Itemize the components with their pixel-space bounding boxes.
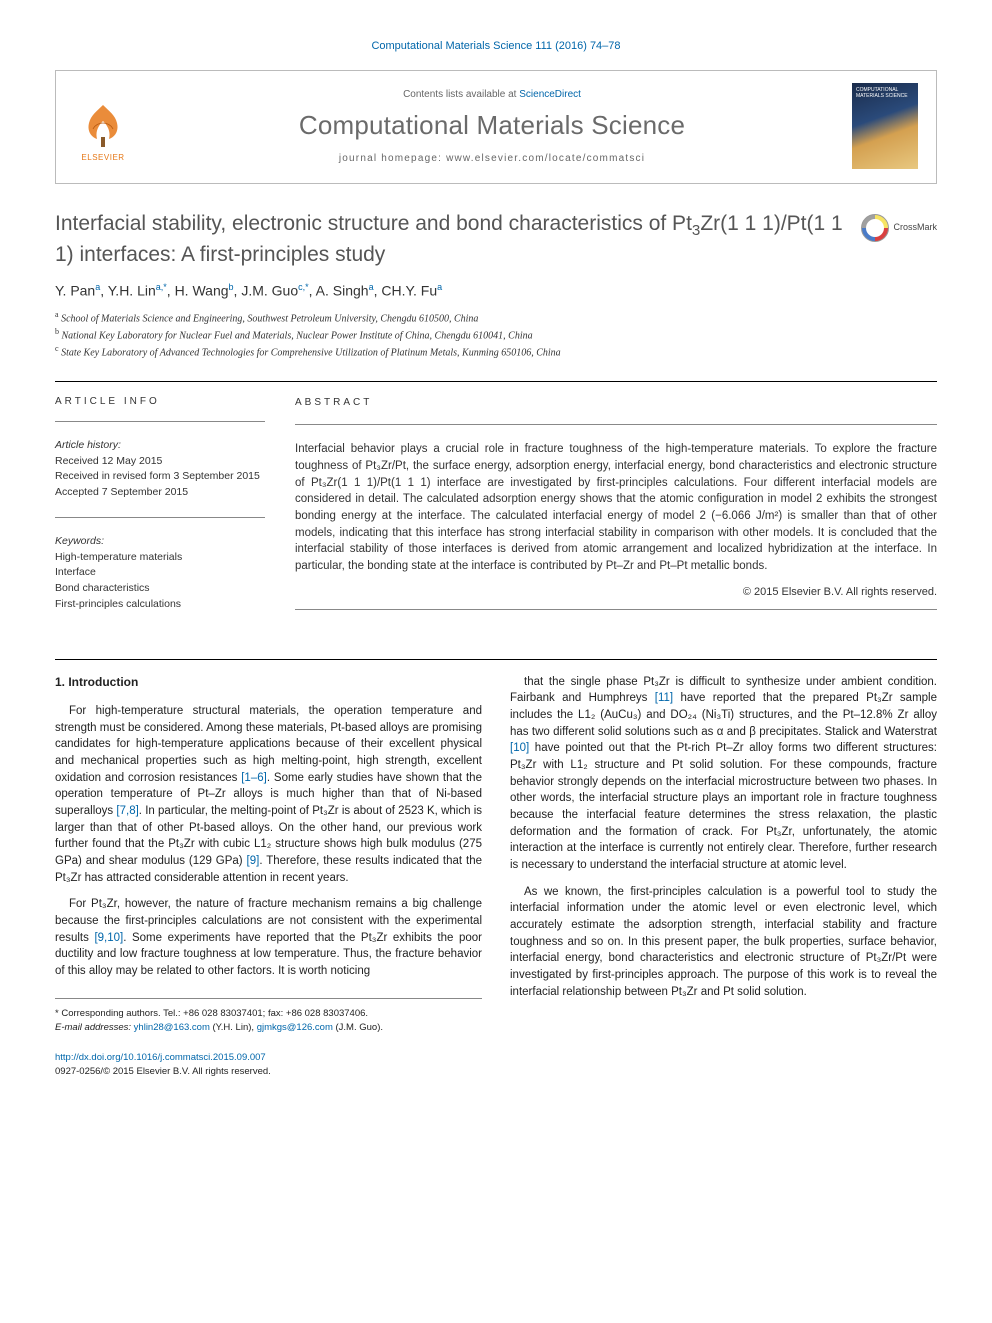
ref-link[interactable]: [9] [247, 855, 260, 867]
ref-link[interactable]: [7,8] [116, 805, 138, 817]
thin-divider [55, 421, 265, 422]
affiliation-line: b National Key Laboratory for Nuclear Fu… [55, 326, 937, 343]
thin-divider [295, 609, 937, 610]
corresponding-footer: * Corresponding authors. Tel.: +86 028 8… [55, 998, 482, 1036]
ref-link[interactable]: [1–6] [241, 772, 267, 784]
authors-line: Y. Pana, Y.H. Lina,*, H. Wangb, J.M. Guo… [55, 282, 937, 299]
divider [55, 381, 937, 382]
accepted-date: Accepted 7 September 2015 [55, 486, 188, 498]
affiliation-line: c State Key Laboratory of Advanced Techn… [55, 343, 937, 360]
elsevier-tree-icon [81, 101, 125, 149]
divider [55, 659, 937, 660]
article-info-label: ARTICLE INFO [55, 396, 265, 407]
body-column-right: that the single phase Pt₃Zr is difficult… [510, 674, 937, 1079]
journal-name: Computational Materials Science [132, 110, 852, 141]
abstract-label: ABSTRACT [295, 396, 937, 411]
homepage-line: journal homepage: www.elsevier.com/locat… [132, 153, 852, 164]
keyword: First-principles calculations [55, 597, 265, 613]
email-link-2[interactable]: gjmkgs@126.com [257, 1022, 333, 1033]
corresponding-authors: * Corresponding authors. Tel.: +86 028 8… [55, 1007, 482, 1021]
email-who-2: (J.M. Guo). [333, 1022, 383, 1033]
homepage-prefix: journal homepage: [339, 153, 446, 164]
thin-divider [55, 517, 265, 518]
journal-header: ELSEVIER Contents lists available at Sci… [55, 70, 937, 184]
elsevier-label: ELSEVIER [81, 153, 124, 162]
homepage-url: www.elsevier.com/locate/commatsci [446, 153, 645, 164]
keyword: High-temperature materials [55, 550, 265, 566]
body-paragraph: For high-temperature structural material… [55, 703, 482, 886]
abstract-copyright: © 2015 Elsevier B.V. All rights reserved… [295, 585, 937, 601]
contents-line: Contents lists available at ScienceDirec… [132, 89, 852, 100]
keywords-label: Keywords: [55, 535, 104, 547]
crossmark-label: CrossMark [893, 222, 937, 234]
doi-block: http://dx.doi.org/10.1016/j.commatsci.20… [55, 1051, 482, 1079]
journal-cover-thumb: COMPUTATIONAL MATERIALS SCIENCE [852, 83, 918, 169]
body-paragraph: As we known, the first-principles calcul… [510, 884, 937, 1001]
email-link-1[interactable]: yhlin28@163.com [134, 1022, 210, 1033]
ref-link[interactable]: [11] [655, 692, 673, 704]
title-part-1: Interfacial stability, electronic struct… [55, 212, 692, 235]
history-label: Article history: [55, 439, 121, 451]
cover-text: COMPUTATIONAL MATERIALS SCIENCE [856, 87, 908, 99]
article-history: Article history: Received 12 May 2015 Re… [55, 438, 265, 501]
affiliations: a School of Materials Science and Engine… [55, 309, 937, 361]
ref-link[interactable]: [9,10] [94, 932, 123, 944]
sciencedirect-link[interactable]: ScienceDirect [519, 89, 581, 100]
keyword: Interface [55, 565, 265, 581]
keyword: Bond characteristics [55, 581, 265, 597]
thin-divider [295, 424, 937, 425]
issn-line: 0927-0256/© 2015 Elsevier B.V. All right… [55, 1066, 271, 1077]
received-date: Received 12 May 2015 [55, 455, 162, 467]
body-column-left: 1. Introduction For high-temperature str… [55, 674, 482, 1079]
ref-link[interactable]: [10] [510, 742, 529, 754]
crossmark-badge[interactable]: CrossMark [861, 214, 937, 242]
section-heading: 1. Introduction [55, 674, 482, 691]
body-paragraph: For Pt₃Zr, however, the nature of fractu… [55, 896, 482, 979]
doi-link[interactable]: http://dx.doi.org/10.1016/j.commatsci.20… [55, 1052, 266, 1063]
email-who-1: (Y.H. Lin), [210, 1022, 257, 1033]
abstract-text: Interfacial behavior plays a crucial rol… [295, 441, 937, 574]
article-title: Interfacial stability, electronic struct… [55, 210, 937, 268]
contents-prefix: Contents lists available at [403, 89, 519, 100]
affiliation-line: a School of Materials Science and Engine… [55, 309, 937, 326]
revised-date: Received in revised form 3 September 201… [55, 470, 260, 482]
email-label: E-mail addresses: [55, 1022, 134, 1033]
crossmark-icon [861, 214, 889, 242]
elsevier-logo: ELSEVIER [74, 90, 132, 162]
keywords-block: Keywords: High-temperature materialsInte… [55, 534, 265, 613]
journal-reference: Computational Materials Science 111 (201… [55, 40, 937, 52]
body-paragraph: that the single phase Pt₃Zr is difficult… [510, 674, 937, 874]
